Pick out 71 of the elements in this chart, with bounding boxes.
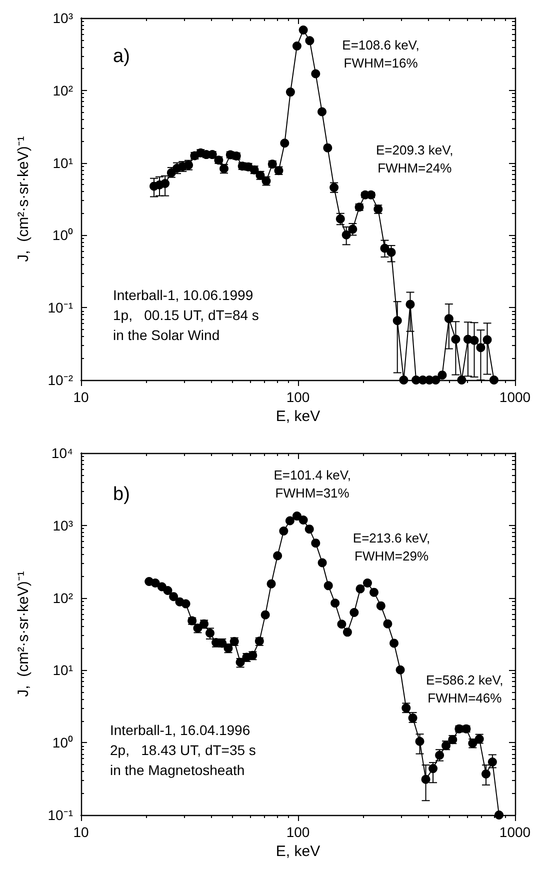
- point: [390, 638, 399, 648]
- point: [285, 516, 294, 526]
- x-axis-title: E, keV: [276, 842, 320, 860]
- annotation: Interball-1, 16.04.1996 2p, 18.43 UT, dT=35 s in the Magnetosheath: [110, 722, 256, 778]
- point: [336, 214, 345, 224]
- point: [421, 774, 430, 784]
- point: [318, 107, 326, 116]
- point: [323, 143, 332, 152]
- point: [298, 516, 308, 525]
- point: [292, 42, 302, 51]
- y-tick-label: 10⁻²: [48, 372, 74, 388]
- y-tick-label: 10¹: [52, 662, 74, 678]
- y-tick-label: 10⁰: [52, 734, 73, 751]
- point: [304, 524, 314, 534]
- y-axis-title: J, (cm²·s·sr·keV)⁻¹: [15, 136, 32, 262]
- point: [348, 224, 358, 234]
- point: [305, 36, 314, 46]
- y-tick-label: 10³: [52, 10, 74, 26]
- point: [342, 628, 352, 637]
- y-tick-label: 10¹: [52, 154, 74, 171]
- point: [362, 578, 372, 588]
- y-tick-label: 10²: [52, 590, 74, 606]
- point: [396, 665, 405, 674]
- annotation: E=108.6 keV, FWHM=16%: [342, 38, 420, 71]
- point: [370, 588, 379, 597]
- x-tick-label: 10: [73, 389, 89, 405]
- text: b): [113, 484, 130, 505]
- point: [386, 248, 396, 257]
- point: [311, 69, 320, 78]
- point: [415, 736, 424, 746]
- x-tick-label: 100: [286, 824, 310, 840]
- y-tick-label: 10⁴: [51, 445, 73, 461]
- point: [383, 619, 392, 628]
- point: [273, 551, 282, 560]
- annotation: E=586.2 keV, FWHM=46%: [426, 672, 504, 706]
- point: [376, 601, 386, 610]
- point: [337, 620, 346, 629]
- y-tick-label: 10⁻¹: [48, 807, 74, 823]
- point: [298, 26, 308, 35]
- text: a): [113, 46, 130, 67]
- point: [286, 88, 295, 97]
- x-axis-title: E, keV: [276, 408, 320, 425]
- point: [324, 581, 333, 590]
- annotation: E=209.3 keV, FWHM=24%: [376, 142, 454, 176]
- y-tick-label: 10⁰: [52, 227, 73, 244]
- point: [399, 376, 408, 384]
- point: [350, 608, 359, 617]
- point: [380, 244, 390, 253]
- point: [318, 558, 327, 568]
- point: [406, 300, 415, 309]
- point: [342, 230, 351, 240]
- point: [392, 316, 402, 326]
- annotation: Interball-1, 10.06.1999 1p, 00.15 UT, dT=84 s in the Solar Wind: [113, 287, 259, 343]
- point: [280, 138, 290, 148]
- point: [356, 584, 365, 594]
- y-tick-label: 10⁻¹: [48, 300, 74, 316]
- point: [279, 526, 288, 536]
- annotation: E=101.4 keV, FWHM=31%: [274, 468, 351, 501]
- point: [266, 579, 276, 588]
- annotation: E=213.6 keV, FWHM=29%: [352, 530, 430, 564]
- x-tick-label: 1000: [499, 824, 531, 840]
- point: [260, 610, 270, 620]
- x-tick-label: 100: [286, 389, 310, 405]
- y-axis-title: J, (cm²·s·sr·keV)⁻¹: [15, 571, 32, 697]
- point: [330, 598, 340, 608]
- y-tick-label: 10²: [52, 82, 74, 98]
- x-tick-label: 1000: [499, 389, 531, 405]
- point: [311, 538, 320, 548]
- y-tick-label: 10³: [52, 517, 74, 534]
- point: [292, 512, 302, 521]
- x-tick-label: 10: [73, 824, 89, 840]
